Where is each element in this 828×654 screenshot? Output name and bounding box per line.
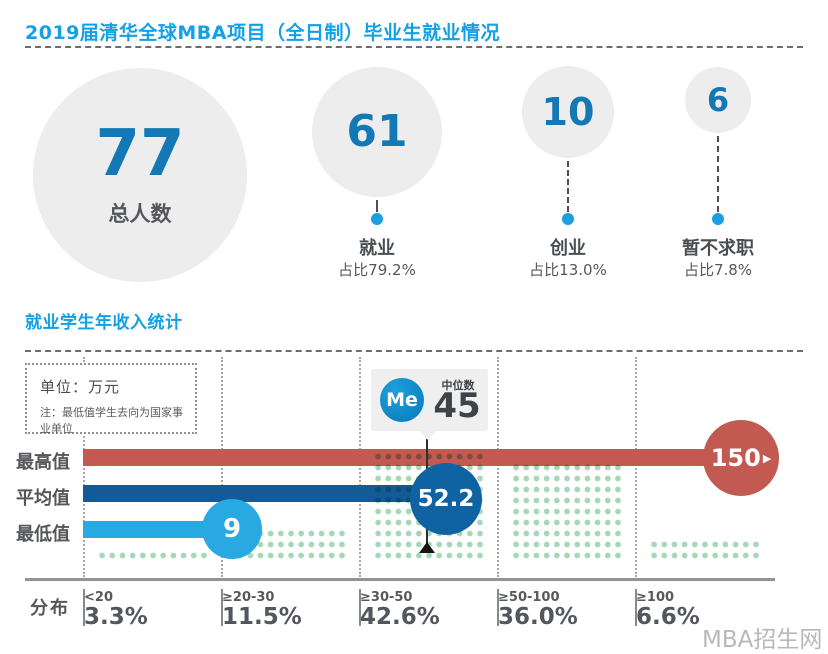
distribution-rule xyxy=(25,578,775,581)
employed-dot-icon xyxy=(371,213,383,225)
max-value: 150 xyxy=(710,444,761,472)
employed-value: 61 xyxy=(346,106,408,157)
startup-share: 占比13.0% xyxy=(529,261,607,279)
header-divider xyxy=(25,46,803,48)
range-label: ≥100 xyxy=(636,590,675,605)
note-remark: 注：最低值学生去向为国家事业单位 xyxy=(40,406,183,435)
watermark: MBA招生网 xyxy=(702,627,823,653)
column-separator xyxy=(635,589,637,626)
pct-value: 3.3% xyxy=(84,604,148,630)
income-divider xyxy=(25,350,803,352)
dot-block-50-100 xyxy=(511,462,623,561)
employed-connector-line xyxy=(376,200,378,212)
dot-block-lt20 xyxy=(97,550,209,561)
avg-row-label: 平均值 xyxy=(16,488,70,509)
range-label: <20 xyxy=(84,590,113,605)
median-label: 中位数 xyxy=(441,379,475,392)
arrow-right-icon: ▶ xyxy=(762,451,772,465)
not-seeking-value: 6 xyxy=(706,81,730,119)
total-value: 77 xyxy=(95,117,185,191)
column-separator xyxy=(359,589,361,626)
page-title: 2019届清华全球MBA项目（全日制）毕业生就业情况 xyxy=(25,22,500,44)
income-section-title: 就业学生年收入统计 xyxy=(25,313,183,333)
pct-value: 11.5% xyxy=(222,604,302,630)
grid-line xyxy=(635,357,637,577)
min-bar xyxy=(83,521,209,538)
avg-bar xyxy=(83,485,431,502)
dot-block-gte100 xyxy=(649,539,761,561)
unit-label: 单位：万元 xyxy=(40,378,121,396)
startup-circle: 10 xyxy=(522,66,614,158)
avg-value-bubble: 52.2 xyxy=(410,463,482,535)
total-circle: 77 总人数 xyxy=(33,68,247,282)
grid-line xyxy=(83,357,85,577)
grid-line xyxy=(359,357,361,577)
max-value-bubble: 150 ▶ xyxy=(703,420,779,496)
median-arrow-icon xyxy=(419,542,435,553)
pct-value: 6.6% xyxy=(636,604,700,630)
startup-connector-line xyxy=(567,161,569,212)
employed-circle: 61 xyxy=(312,67,442,197)
startup-label: 创业 xyxy=(550,238,586,259)
not-seeking-connector-line xyxy=(717,136,719,212)
median-badge-pointer xyxy=(419,430,437,440)
total-label: 总人数 xyxy=(108,202,172,226)
employed-share: 占比79.2% xyxy=(338,261,416,279)
median-badge: Me 中位数 45 xyxy=(371,369,488,431)
min-row-label: 最低值 xyxy=(16,524,70,545)
pct-value: 36.0% xyxy=(498,604,578,630)
grid-line xyxy=(221,357,223,577)
distribution-label: 分布 xyxy=(30,598,70,619)
column-separator xyxy=(83,589,85,626)
pct-value: 42.6% xyxy=(360,604,440,630)
startup-value: 10 xyxy=(541,90,595,134)
not-seeking-dot-icon xyxy=(712,213,724,225)
range-label: ≥50-100 xyxy=(498,590,560,605)
note-box: 单位：万元 注：最低值学生去向为国家事业单位 xyxy=(25,363,197,435)
min-value: 9 xyxy=(222,514,242,544)
employed-label: 就业 xyxy=(359,238,395,259)
min-value-bubble: 9 xyxy=(202,499,262,559)
range-label: ≥20-30 xyxy=(222,590,275,605)
range-label: ≥30-50 xyxy=(360,590,413,605)
not-seeking-circle: 6 xyxy=(685,67,751,133)
not-seeking-label: 暂不求职 xyxy=(682,238,754,259)
column-separator xyxy=(497,589,499,626)
median-me-icon: Me xyxy=(380,378,424,422)
avg-value: 52.2 xyxy=(417,486,475,512)
median-value: 45 xyxy=(433,386,481,426)
grid-line xyxy=(497,357,499,577)
column-separator xyxy=(221,589,223,626)
not-seeking-share: 占比7.8% xyxy=(683,261,753,279)
max-row-label: 最高值 xyxy=(16,452,70,473)
startup-dot-icon xyxy=(562,213,574,225)
